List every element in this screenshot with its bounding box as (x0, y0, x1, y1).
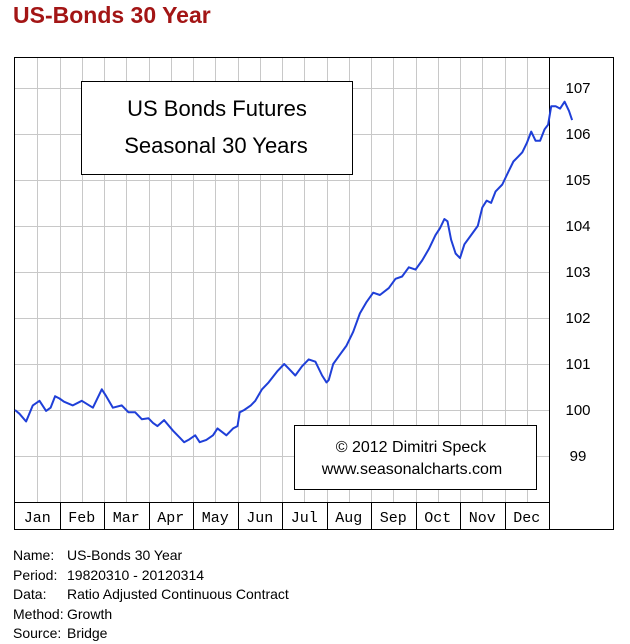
y-tick-label: 102 (565, 310, 590, 327)
title-box: US Bonds Futures Seasonal 30 Years (81, 81, 353, 175)
axis-layer: Jan Feb Mar Apr May Jun Jul Aug Sep Oct Nov Dec 99 10… (15, 58, 591, 529)
meta-value: US-Bonds 30 Year (67, 547, 183, 563)
chart-subtitle: Seasonal 30 Years (124, 133, 308, 158)
meta-row-period: Period: 19820310 - 20120314 (13, 566, 289, 586)
meta-label: Name: (13, 547, 55, 563)
x-tick-label: Sep (380, 510, 407, 527)
meta-label: Period: (13, 566, 58, 583)
x-tick-label: Nov (469, 510, 496, 527)
meta-value: 19820310 - 20120314 (67, 566, 205, 583)
x-tick-label: Jul (291, 510, 318, 527)
y-tick-label: 107 (565, 80, 590, 97)
x-tick-label: Aug (335, 510, 362, 527)
x-tick-label: Mar (113, 510, 140, 527)
meta-value: Ratio Adjusted Continuous Contract (67, 586, 289, 603)
x-tick-label: Apr (157, 510, 184, 527)
meta-label: Method: (13, 605, 64, 622)
meta-row-source: Source: Bridge (13, 624, 289, 644)
meta-value: Growth (67, 605, 113, 622)
copyright-box: © 2012 Dimitri Speck www.seasonalcharts.… (294, 425, 537, 490)
y-tick-label: 103 (565, 264, 590, 281)
seasonal-chart: Jan Feb Mar Apr May Jun Jul Aug Sep Oct Nov Dec 99 10… (14, 57, 614, 530)
meta-row-data: Data: Ratio Adjusted Continuous Contract (13, 585, 289, 605)
meta-info: Name: US-Bonds 30 Year Period: 19820310 - … (13, 546, 289, 644)
series-line (14, 100, 574, 444)
x-tick-label: Jun (246, 510, 273, 527)
y-tick-label: 104 (565, 218, 590, 235)
meta-value: Bridge (67, 625, 108, 642)
x-tick-label: May (202, 510, 229, 527)
meta-row-method: Method: Growth (13, 605, 289, 625)
x-tick-label: Oct (424, 510, 451, 527)
x-tick-label: Feb (68, 510, 95, 527)
website-text: www.seasonalcharts.com (321, 461, 503, 478)
meta-row-name: Name: US-Bonds 30 Year (13, 546, 289, 566)
line-layer (14, 100, 574, 444)
y-tick-label: 101 (565, 356, 590, 373)
meta-label: Source: (13, 625, 62, 642)
chart-title: US Bonds Futures (127, 96, 307, 121)
y-tick-label: 100 (565, 402, 590, 419)
x-tick-label: Dec (513, 510, 540, 527)
y-tick-label: 99 (570, 448, 587, 465)
y-tick-label: 105 (565, 172, 590, 189)
meta-label: Data: (13, 586, 47, 603)
y-tick-label: 106 (565, 126, 590, 143)
page-title: US-Bonds 30 Year (13, 2, 211, 28)
x-tick-label: Jan (24, 510, 51, 527)
copyright-text: © 2012 Dimitri Speck (336, 439, 488, 456)
